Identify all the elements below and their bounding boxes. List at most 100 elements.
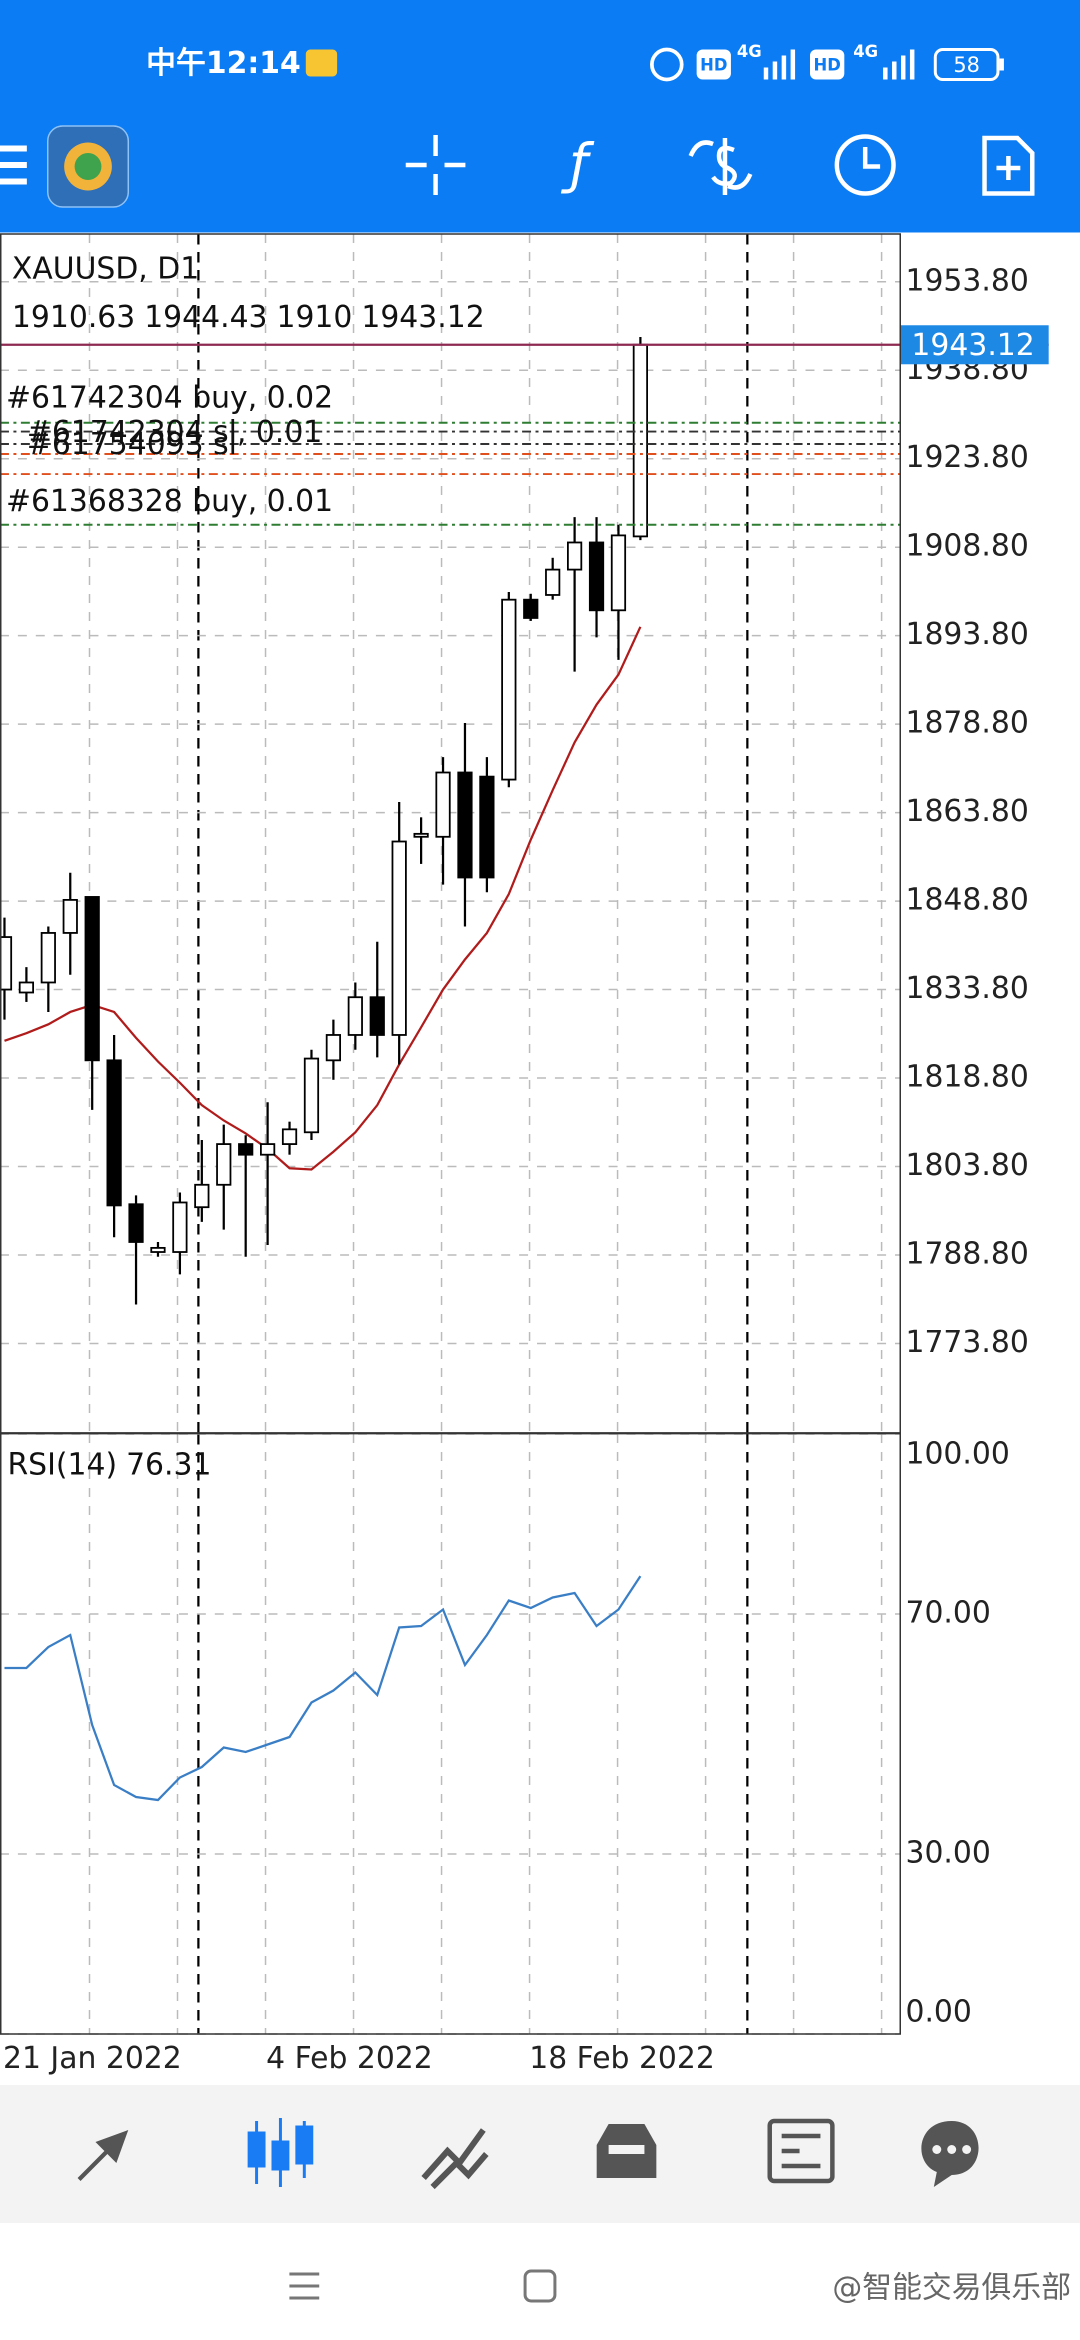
candle-body: [347, 996, 363, 1036]
ohlc-close: 1943.12: [361, 299, 484, 334]
nav-trade[interactable]: [421, 2128, 489, 2190]
candle-body: [194, 1183, 210, 1209]
candle-body: [413, 832, 429, 838]
menu-button[interactable]: [0, 145, 27, 185]
y-tick-label: 30.00: [905, 1835, 990, 1870]
candle-body: [567, 541, 583, 571]
net-label: 4G: [737, 42, 762, 61]
top-bar: [0, 0, 1080, 233]
ohlc-low: 1910: [276, 299, 352, 334]
y-tick-label: 1923.80: [905, 440, 1028, 475]
candle-body: [435, 771, 451, 838]
y-tick-label: 1878.80: [905, 706, 1028, 741]
y-tick-label: 1893.80: [905, 617, 1028, 652]
candle-body: [281, 1128, 298, 1145]
candle-body: [632, 343, 648, 538]
hd-label: HD: [700, 55, 727, 74]
alarm-icon: [650, 47, 684, 82]
sys-home[interactable]: [523, 2269, 557, 2303]
battery: [933, 48, 1000, 81]
period-button[interactable]: [834, 134, 896, 196]
candle-body: [501, 598, 517, 781]
candle-body: [479, 775, 495, 879]
candle-body: [106, 1059, 122, 1207]
candle-body: [40, 932, 56, 984]
y-tick-label: 1773.80: [905, 1325, 1028, 1360]
indicator-name: RSI(14): [7, 1447, 117, 1482]
chart-area: [0, 234, 900, 2034]
net-label: 4G: [853, 42, 878, 61]
candle-body: [18, 981, 35, 994]
candle-body: [325, 1034, 342, 1062]
chart-frame: [0, 233, 901, 2035]
candle-body: [545, 568, 561, 596]
x-tick-label: 4 Feb 2022: [266, 2041, 433, 2076]
sys-menu[interactable]: [289, 2272, 320, 2300]
trade-button[interactable]: [688, 138, 753, 195]
x-tick-label: 18 Feb 2022: [529, 2041, 715, 2076]
candle-body: [216, 1143, 232, 1186]
nav-news[interactable]: [767, 2118, 835, 2184]
y-tick-label: 1803.80: [905, 1148, 1028, 1183]
ohlc-high: 1944.43: [144, 299, 267, 334]
candle-body: [238, 1143, 254, 1156]
order-label: #61742304 sl, 0.01: [27, 415, 322, 450]
candle-body: [588, 541, 605, 612]
order-label: #61742304 buy, 0.02: [6, 380, 333, 415]
candle-body: [457, 771, 473, 879]
candle-body: [128, 1203, 144, 1243]
y-tick-label: 1908.80: [905, 529, 1028, 564]
battery-level: 58: [953, 53, 980, 77]
y-tick-label: 1788.80: [905, 1236, 1028, 1271]
signal: [763, 49, 796, 80]
indicator-title: RSI(14) 76.31: [7, 1447, 211, 1482]
candle-body: [62, 898, 78, 934]
hd-label: HD: [813, 55, 840, 74]
hd-badge: [696, 49, 731, 80]
nav-history[interactable]: [596, 2124, 657, 2178]
order-label: #61754093 sl: [27, 427, 237, 462]
moving-average: [4, 626, 642, 1171]
candle-body: [260, 1143, 276, 1156]
battery-tip: [999, 58, 1004, 71]
candle-body: [0, 936, 13, 991]
candle-body: [303, 1057, 320, 1134]
ohlc-header: 1910.63 1944.43 1910 1943.12: [12, 299, 485, 334]
candle-body: [523, 598, 539, 619]
new-order-button[interactable]: [982, 135, 1035, 196]
y-tick-label: 0.00: [905, 1994, 971, 2029]
y-tick-label: 1863.80: [905, 794, 1028, 829]
hd-badge: [810, 49, 845, 80]
order-label: #61368328 buy, 0.01: [6, 484, 333, 519]
rsi-line: [4, 1575, 642, 1802]
y-tick-label: 1848.80: [905, 883, 1028, 918]
y-tick-label: 1953.80: [905, 263, 1028, 298]
x-tick-label: 21 Jan 2022: [3, 2041, 182, 2076]
candle-body: [610, 534, 627, 612]
indicator-value: 76.31: [126, 1447, 211, 1482]
candle-body: [84, 896, 100, 1062]
y-tick-label: 1833.80: [905, 971, 1028, 1006]
candle-body: [150, 1246, 166, 1253]
candle-body: [369, 996, 385, 1036]
chart-title: XAUUSD, D1: [12, 251, 199, 286]
last-price-label: 1943.12: [911, 328, 1034, 363]
candle-body: [172, 1201, 188, 1253]
clock: 中午12:14: [146, 46, 301, 81]
logo-inner: [74, 153, 102, 180]
last-price-box: [900, 325, 1049, 365]
y-tick-label: 70.00: [905, 1595, 990, 1630]
watermark: @智能交易俱乐部: [832, 2270, 1071, 2305]
y-tick-label: 100.00: [905, 1436, 1009, 1471]
nav-chat[interactable]: [921, 2121, 979, 2187]
candle-body: [391, 840, 407, 1036]
signal: [883, 49, 915, 80]
nav-quotes[interactable]: [77, 2130, 129, 2181]
crosshair-button[interactable]: [405, 135, 466, 195]
mail-icon: [305, 49, 338, 77]
ohlc-open: 1910.63: [12, 299, 135, 334]
bottom-nav: [0, 2085, 1080, 2223]
nav-chart[interactable]: [247, 2118, 314, 2187]
